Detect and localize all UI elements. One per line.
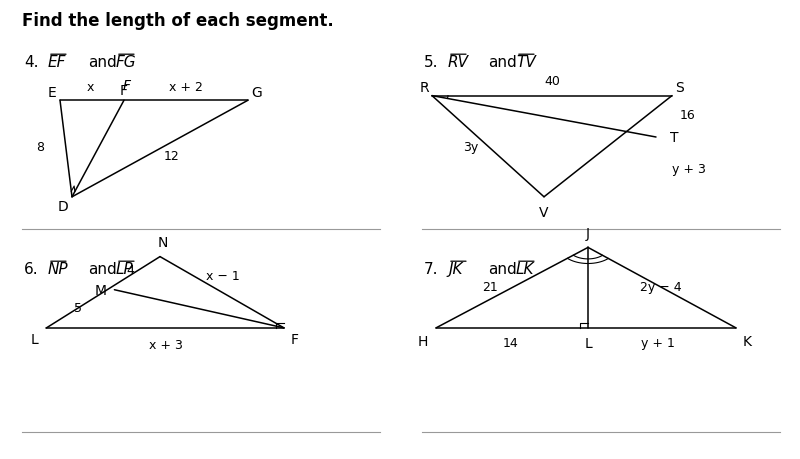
- Text: H: H: [418, 334, 428, 348]
- Text: LK: LK: [516, 262, 534, 277]
- Text: 40: 40: [544, 75, 560, 88]
- Text: x + 2: x + 2: [169, 81, 202, 94]
- Text: M: M: [94, 283, 106, 297]
- Text: N: N: [158, 236, 167, 250]
- Text: and: and: [88, 262, 117, 277]
- Text: L: L: [30, 332, 38, 346]
- Text: E: E: [48, 86, 57, 100]
- Text: y + 1: y + 1: [641, 336, 674, 349]
- Text: 4.: 4.: [24, 55, 38, 70]
- Text: F: F: [122, 79, 130, 93]
- Text: F: F: [120, 84, 128, 97]
- Text: TV: TV: [516, 55, 536, 70]
- Text: NP: NP: [48, 262, 69, 277]
- Text: 3y: 3y: [463, 140, 478, 153]
- Text: x: x: [86, 81, 94, 94]
- Text: 4: 4: [126, 263, 134, 276]
- Text: L: L: [584, 336, 592, 350]
- Text: 2y − 4: 2y − 4: [640, 280, 682, 293]
- Text: RV: RV: [448, 55, 469, 70]
- Text: x + 3: x + 3: [149, 338, 182, 351]
- Text: y + 3: y + 3: [672, 162, 706, 175]
- Text: and: and: [488, 55, 517, 70]
- Text: 6.: 6.: [24, 262, 38, 277]
- Text: 12: 12: [164, 150, 180, 162]
- Text: JK: JK: [448, 262, 462, 277]
- Text: and: and: [88, 55, 117, 70]
- Text: EF: EF: [48, 55, 66, 70]
- Text: G: G: [251, 86, 262, 100]
- Text: J: J: [586, 227, 590, 241]
- Text: S: S: [675, 81, 684, 95]
- Text: Find the length of each segment.: Find the length of each segment.: [22, 11, 334, 29]
- Text: V: V: [539, 206, 549, 219]
- Text: FG: FG: [116, 55, 137, 70]
- Text: 8: 8: [36, 140, 44, 153]
- Text: D: D: [58, 199, 69, 213]
- Text: T: T: [670, 131, 679, 145]
- Text: 5: 5: [74, 301, 82, 314]
- Text: 5.: 5.: [424, 55, 438, 70]
- Text: and: and: [488, 262, 517, 277]
- Text: 14: 14: [502, 336, 518, 349]
- Text: 7.: 7.: [424, 262, 438, 277]
- Text: x − 1: x − 1: [206, 270, 239, 283]
- Text: K: K: [742, 334, 751, 348]
- Text: LP: LP: [116, 262, 134, 277]
- Text: 16: 16: [680, 109, 696, 122]
- Text: 21: 21: [482, 280, 498, 293]
- Text: R: R: [419, 81, 429, 95]
- Text: F: F: [290, 332, 298, 346]
